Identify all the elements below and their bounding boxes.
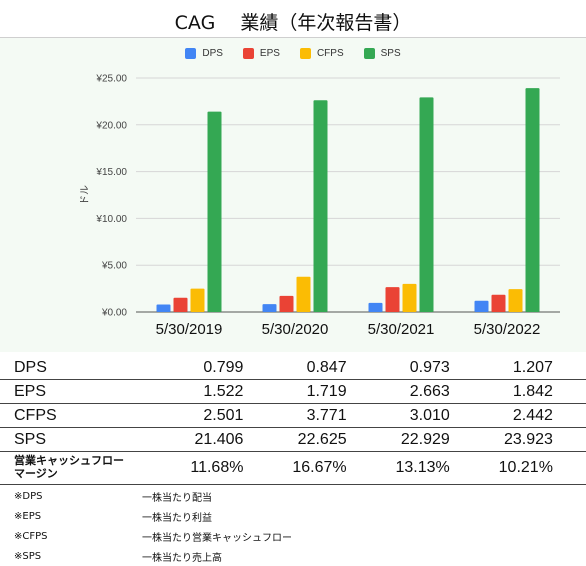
cell-value: 23.923: [449, 427, 553, 452]
footnote-text: 一株当たり営業キャッシュフロー: [142, 532, 292, 544]
bar-eps-1: [173, 297, 188, 312]
bar-sps-3: [419, 97, 434, 313]
cell-value: 2.501: [140, 403, 244, 428]
footnote-text: 一株当たり配当: [142, 492, 212, 504]
cell-value: 2.442: [449, 403, 553, 428]
cell-value: 0.973: [346, 356, 450, 380]
row-label-cf-margin: 営業キャッシュフロー マージン: [0, 451, 141, 485]
cell-value: 13.13%: [346, 451, 450, 485]
cell-value: 21.406: [140, 427, 244, 452]
bar-cfps-3: [402, 283, 417, 312]
cell-value: 2.663: [346, 379, 450, 404]
bar-dps-4: [474, 300, 489, 312]
row-label: CFPS: [0, 403, 141, 428]
bar-chart: ¥0.00 ¥5.00 ¥10.00 ¥15.00 ¥20.00 ¥25.00 ドル 5/30…: [80, 74, 560, 338]
x-tick-label: 5/30/2021: [368, 321, 435, 338]
legend-label-eps: EPS: [259, 48, 280, 59]
bar-sps-2: [313, 100, 328, 312]
footnote-text: 一株当たり売上高: [142, 552, 222, 564]
legend-swatch-dps: [185, 48, 197, 59]
bar-sps-1: [207, 111, 222, 313]
chart-legend: DPS EPS CFPS SPS: [0, 48, 586, 59]
footnote-item: ※EPS 一株当たり利益: [14, 506, 292, 526]
row-label: SPS: [0, 427, 141, 452]
x-tick-label: 5/30/2019: [156, 321, 223, 338]
cell-value: 1.719: [243, 379, 347, 404]
y-tick-label: ¥5.00: [101, 261, 127, 272]
row-spacer: [552, 379, 586, 404]
cell-value: 22.929: [346, 427, 450, 452]
cell-value: 11.68%: [140, 451, 244, 485]
table-row-dps: DPS 0.799 0.847 0.973 1.207: [0, 356, 586, 380]
bar-cfps-4: [508, 289, 523, 312]
y-tick-label: ¥20.00: [95, 120, 127, 131]
y-tick-label: ¥15.00: [95, 167, 127, 178]
row-label: EPS: [0, 379, 141, 404]
cell-value: 10.21%: [449, 451, 553, 485]
legend-item-sps: SPS: [363, 48, 401, 59]
y-tick-label: ¥10.00: [95, 214, 127, 225]
legend-label-cfps: CFPS: [316, 48, 344, 59]
cell-value: 0.799: [140, 356, 244, 380]
legend-item-cfps: CFPS: [299, 48, 344, 59]
y-tick-label: ¥0.00: [101, 308, 127, 319]
legend-label-sps: SPS: [380, 48, 401, 59]
row-spacer: [552, 356, 586, 380]
row-label: DPS: [0, 356, 141, 380]
cell-value: 16.67%: [243, 451, 347, 485]
legend-swatch-sps: [363, 48, 375, 59]
x-tick-label: 5/30/2020: [262, 321, 329, 338]
bar-cfps-1: [190, 288, 205, 312]
cell-value: 3.771: [243, 403, 347, 428]
page-title: CAG 業績（年次報告書）: [174, 12, 412, 34]
cell-value: 1.207: [449, 356, 553, 380]
bar-dps-1: [156, 304, 171, 312]
bar-sps-4: [525, 88, 540, 312]
legend-item-eps: EPS: [242, 48, 280, 59]
table-row-cf-margin: 営業キャッシュフロー マージン 11.68% 16.67% 13.13% 10.…: [0, 451, 586, 485]
row-label-line: 営業キャッシュフロー: [14, 455, 124, 467]
footnotes: ※DPS 一株当たり配当 ※EPS 一株当たり利益 ※CFPS 一株当たり営業キ…: [14, 486, 292, 566]
cell-value: 1.842: [449, 379, 553, 404]
bar-eps-3: [385, 287, 400, 312]
bar-dps-2: [262, 304, 277, 312]
title-divider: [0, 37, 586, 38]
y-tick-label: ¥25.00: [95, 74, 127, 85]
table-row-eps: EPS 1.522 1.719 2.663 1.842: [0, 379, 586, 404]
x-tick-label: 5/30/2022: [474, 321, 541, 338]
cell-value: 1.522: [140, 379, 244, 404]
row-spacer: [552, 451, 586, 485]
footnote-key: ※CFPS: [14, 530, 48, 542]
footnote-key: ※SPS: [14, 550, 42, 562]
bar-cfps-2: [296, 276, 311, 312]
legend-swatch-cfps: [299, 48, 311, 59]
y-axis-label: ドル: [80, 185, 91, 205]
table-row-cfps: CFPS 2.501 3.771 3.010 2.442: [0, 403, 586, 428]
legend-swatch-eps: [242, 48, 254, 59]
table-row-sps: SPS 21.406 22.625 22.929 23.923: [0, 427, 586, 452]
footnote-text: 一株当たり利益: [142, 512, 212, 524]
footnote-item: ※SPS 一株当たり売上高: [14, 546, 292, 566]
bar-eps-4: [491, 294, 506, 312]
footnote-item: ※CFPS 一株当たり営業キャッシュフロー: [14, 526, 292, 546]
legend-item-dps: DPS: [185, 48, 223, 59]
footnote-key: ※EPS: [14, 510, 42, 522]
cell-value: 3.010: [346, 403, 450, 428]
footnote-item: ※DPS 一株当たり配当: [14, 486, 292, 506]
bar-eps-2: [279, 295, 294, 312]
cell-value: 22.625: [243, 427, 347, 452]
cell-value: 0.847: [243, 356, 347, 380]
row-label-line: マージン: [14, 468, 58, 480]
metrics-table: DPS 0.799 0.847 0.973 1.207 EPS 1.522 1.…: [0, 356, 586, 485]
footnote-key: ※DPS: [14, 490, 43, 502]
bar-dps-3: [368, 302, 383, 312]
legend-label-dps: DPS: [202, 48, 223, 59]
row-spacer: [552, 403, 586, 428]
row-spacer: [552, 427, 586, 452]
